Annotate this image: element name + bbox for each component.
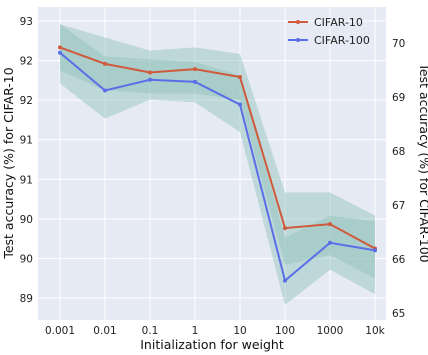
data-point	[193, 67, 197, 72]
x-tick-labels: 0.001 0.01 0.1 1 10 100 1000 10k	[45, 325, 386, 337]
left-tick-label: 91	[20, 135, 33, 147]
grid-lines	[38, 7, 386, 320]
data-point	[193, 79, 197, 84]
data-point	[103, 61, 107, 66]
x-tick-label: 100	[275, 325, 295, 337]
x-tick-label: 1000	[317, 325, 344, 337]
data-point	[373, 248, 377, 253]
legend-marker-cifar10	[296, 20, 300, 24]
right-tick-label: 70	[392, 38, 405, 50]
right-tick-label: 69	[392, 92, 405, 104]
x-tick-label: 1	[192, 325, 199, 337]
series-line-0	[59, 46, 376, 250]
data-point	[148, 70, 152, 75]
legend-label-cifar100: CIFAR-100	[314, 34, 370, 47]
series-line-1	[59, 51, 376, 283]
legend: CIFAR-10 CIFAR-100	[288, 16, 370, 47]
left-tick-label: 93	[20, 16, 33, 28]
left-tick-label: 89	[20, 293, 33, 305]
series-lines	[59, 46, 376, 283]
legend-marker-cifar100	[296, 38, 300, 42]
x-axis-label: Initialization for weight	[140, 337, 284, 352]
data-point	[238, 75, 242, 80]
right-tick-label: 68	[392, 146, 405, 158]
data-point	[58, 50, 62, 55]
right-tick-labels: 70 69 68 67 66 65	[392, 38, 406, 320]
confidence-band-1	[60, 24, 375, 305]
data-point	[283, 278, 287, 283]
right-tick-label: 65	[392, 308, 405, 320]
data-point	[283, 226, 287, 231]
confidence-bands	[60, 24, 375, 305]
left-tick-label: 92	[20, 56, 33, 68]
right-tick-label: 67	[392, 200, 405, 212]
x-tick-label: 10	[233, 325, 246, 337]
plot-background	[38, 7, 386, 320]
left-tick-label: 92	[20, 95, 33, 107]
data-point	[103, 88, 107, 93]
x-tick-label: 0.001	[45, 325, 75, 337]
data-point	[328, 240, 332, 245]
left-tick-label: 90	[20, 253, 33, 265]
left-tick-label: 90	[20, 214, 33, 226]
left-tick-label: 91	[20, 174, 33, 186]
legend-label-cifar10: CIFAR-10	[314, 16, 363, 29]
data-point	[58, 45, 62, 50]
left-tick-labels: 93 92 92 91 91 90 90 89	[20, 16, 33, 305]
data-point	[238, 102, 242, 107]
right-axis-label: Test accuracy (%) for CIFAR-100	[417, 62, 428, 262]
series-points	[58, 45, 377, 283]
right-tick-label: 66	[392, 254, 406, 266]
left-axis-label: Test accuracy (%) for CIFAR-10	[1, 67, 16, 259]
data-point	[328, 222, 332, 227]
confidence-band-0	[60, 24, 375, 279]
x-tick-label: 10k	[365, 325, 385, 337]
data-point	[148, 77, 152, 82]
x-tick-label: 0.01	[93, 325, 116, 337]
x-tick-label: 0.1	[142, 325, 159, 337]
